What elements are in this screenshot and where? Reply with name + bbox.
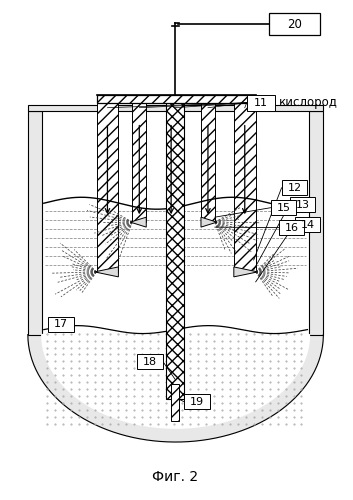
Text: 13: 13 <box>295 200 310 209</box>
Bar <box>269 13 321 35</box>
Bar <box>201 102 215 222</box>
Bar <box>184 394 210 409</box>
Bar <box>282 180 307 196</box>
Text: 12: 12 <box>287 183 301 193</box>
Polygon shape <box>95 267 118 277</box>
Bar <box>137 354 163 370</box>
Bar <box>132 102 146 222</box>
Polygon shape <box>42 334 310 428</box>
Text: 19: 19 <box>190 396 204 406</box>
Text: 17: 17 <box>54 319 68 329</box>
Bar <box>271 200 297 215</box>
Bar <box>279 220 304 235</box>
Polygon shape <box>28 334 323 442</box>
Bar <box>171 384 179 421</box>
Text: Фиг. 2: Фиг. 2 <box>152 470 198 484</box>
Text: 18: 18 <box>143 357 157 367</box>
Bar <box>96 102 118 272</box>
Polygon shape <box>201 217 217 227</box>
Bar <box>310 110 323 334</box>
Polygon shape <box>130 217 146 227</box>
Text: 14: 14 <box>300 220 315 230</box>
Text: 20: 20 <box>287 18 302 30</box>
Bar <box>234 102 256 272</box>
Text: 16: 16 <box>285 222 299 232</box>
Bar <box>28 110 42 334</box>
Text: кислород: кислород <box>279 96 337 109</box>
Bar <box>247 95 275 110</box>
Bar <box>166 102 184 399</box>
Bar <box>28 104 323 110</box>
Text: 15: 15 <box>276 202 291 212</box>
Bar <box>294 217 321 232</box>
Text: 11: 11 <box>254 98 268 108</box>
Polygon shape <box>234 267 258 277</box>
Bar <box>96 95 256 102</box>
Bar <box>289 198 315 212</box>
Bar <box>48 316 74 332</box>
